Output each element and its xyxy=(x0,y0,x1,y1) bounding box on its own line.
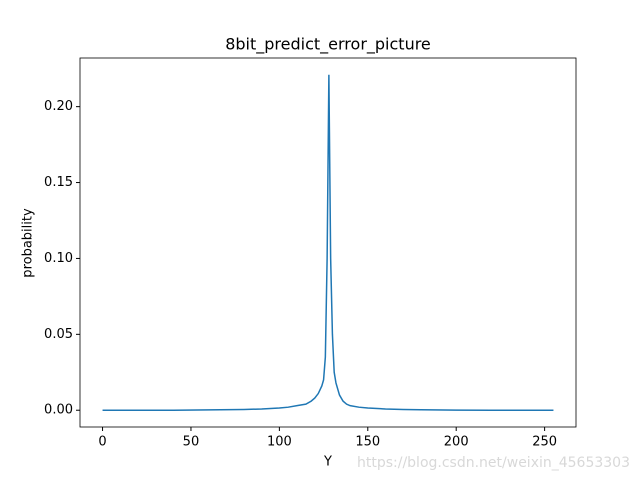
x-tick-label: 200 xyxy=(444,435,469,450)
y-tick-label: 0.15 xyxy=(44,175,73,190)
line xyxy=(102,74,554,411)
watermark: https://blog.csdn.net/weixin_45653303 xyxy=(357,455,630,471)
x-tick-label: 0 xyxy=(98,435,106,450)
y-tick-label: 0.10 xyxy=(44,251,73,266)
x-tick-label: 100 xyxy=(267,435,292,450)
chart-title: 8bit_predict_error_picture xyxy=(225,35,431,55)
y-tick-label: 0.00 xyxy=(44,403,73,418)
y-axis-label: probability xyxy=(21,208,36,278)
y-tick-label: 0.20 xyxy=(44,99,73,114)
x-tick-label: 250 xyxy=(532,435,557,450)
x-tick-label: 150 xyxy=(355,435,380,450)
plot-frame xyxy=(79,57,577,428)
y-tick-label: 0.05 xyxy=(44,327,73,342)
x-axis-label: Y xyxy=(323,455,332,470)
x-tick-label: 50 xyxy=(183,435,200,450)
